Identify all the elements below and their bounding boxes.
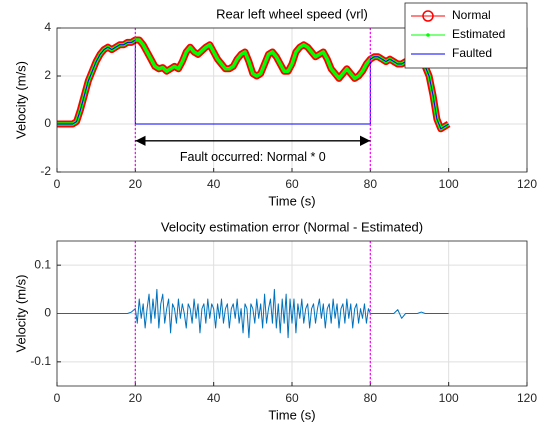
legend-label: Normal [452, 8, 491, 22]
y-axis-label: Velocity (m/s) [13, 61, 28, 139]
x-tick-label: 40 [207, 177, 221, 191]
axes-frame [56, 27, 528, 173]
legend-label: Faulted [452, 46, 492, 60]
x-tick-label: 60 [285, 177, 299, 191]
y-tick-label: 0 [44, 306, 51, 320]
legend-marker [426, 33, 430, 37]
x-tick-label: 120 [517, 177, 537, 191]
x-tick-label: 20 [129, 177, 143, 191]
x-tick-label: 60 [285, 391, 299, 405]
y-axis-label: Velocity (m/s) [13, 274, 28, 352]
x-axis-label: Time (s) [268, 407, 315, 422]
x-axis-label: Time (s) [268, 193, 315, 208]
axes-frame [56, 240, 528, 387]
series-line [57, 288, 449, 339]
y-tick-label: -2 [40, 164, 51, 178]
y-tick-label: 0 [44, 116, 51, 130]
x-tick-label: 100 [439, 391, 459, 405]
x-tick-label: 0 [54, 177, 61, 191]
x-tick-label: 80 [364, 177, 378, 191]
x-tick-label: 120 [517, 391, 537, 405]
y-tick-label: 2 [44, 68, 51, 82]
y-tick-label: -0.1 [30, 354, 51, 368]
x-tick-label: 40 [207, 391, 221, 405]
x-tick-label: 0 [54, 391, 61, 405]
x-tick-label: 100 [439, 177, 459, 191]
x-tick-label: 80 [364, 391, 378, 405]
x-tick-label: 20 [129, 391, 143, 405]
legend-label: Estimated [452, 27, 505, 41]
chart-title: Rear left wheel speed (vrl) [216, 6, 368, 21]
y-tick-label: 0.1 [34, 257, 51, 271]
y-tick-label: 4 [44, 20, 51, 34]
chart-title: Velocity estimation error (Normal - Esti… [161, 219, 423, 234]
annotation: Fault occurred: Normal * 0 [180, 150, 326, 164]
legend-marker [422, 10, 434, 22]
